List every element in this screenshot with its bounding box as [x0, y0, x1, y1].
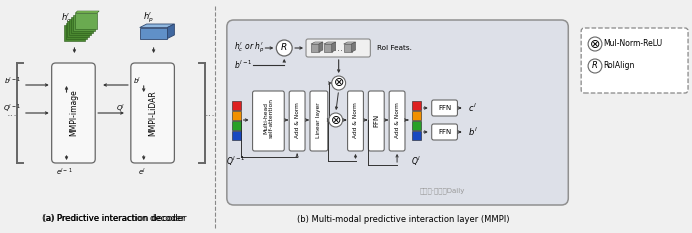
Text: $Q^{l-1}$: $Q^{l-1}$	[3, 103, 21, 115]
Text: $\otimes$: $\otimes$	[330, 113, 341, 127]
Polygon shape	[311, 42, 323, 44]
Text: ...: ...	[334, 43, 343, 53]
FancyBboxPatch shape	[306, 39, 370, 57]
Text: $Q^l$: $Q^l$	[411, 154, 421, 168]
Polygon shape	[66, 23, 87, 39]
FancyBboxPatch shape	[289, 91, 305, 151]
FancyBboxPatch shape	[227, 20, 568, 205]
Bar	[412, 100, 421, 110]
Text: $Q^l$: $Q^l$	[116, 103, 125, 115]
FancyBboxPatch shape	[52, 63, 95, 163]
Text: $h_c'$: $h_c'$	[62, 11, 72, 25]
Text: 众众号·自动驾Daily: 众众号·自动驾Daily	[420, 188, 465, 194]
Text: RoI Feats.: RoI Feats.	[377, 45, 412, 51]
Text: $b^l$: $b^l$	[468, 126, 478, 138]
Bar	[412, 110, 421, 120]
Text: $b^{l-1}$: $b^{l-1}$	[234, 59, 252, 71]
Text: FFN: FFN	[438, 105, 451, 111]
Bar	[412, 130, 421, 140]
Text: (a) Predictive interaction decoder: (a) Predictive interaction decoder	[44, 215, 185, 223]
Circle shape	[331, 76, 345, 90]
FancyBboxPatch shape	[310, 91, 328, 151]
Text: ...: ...	[7, 108, 17, 118]
Text: $c^l$: $c^l$	[468, 102, 477, 114]
Circle shape	[588, 37, 602, 51]
Text: R: R	[281, 44, 287, 52]
Polygon shape	[167, 24, 174, 38]
Text: ...: ...	[205, 108, 215, 118]
FancyBboxPatch shape	[389, 91, 405, 151]
FancyBboxPatch shape	[368, 91, 384, 151]
Polygon shape	[73, 15, 95, 31]
Polygon shape	[352, 42, 356, 52]
Text: Add & Norm: Add & Norm	[295, 102, 300, 138]
FancyBboxPatch shape	[432, 100, 457, 116]
Text: $h_p'$: $h_p'$	[143, 11, 154, 25]
Text: (a) Predictive interaction decoder: (a) Predictive interaction decoder	[42, 215, 186, 223]
Text: $e^l$: $e^l$	[138, 167, 146, 178]
Text: Linear layer: Linear layer	[316, 102, 321, 138]
Polygon shape	[68, 21, 89, 37]
Circle shape	[588, 59, 602, 73]
Text: FFN: FFN	[373, 113, 379, 127]
Text: R: R	[592, 62, 598, 71]
Text: $b^l$: $b^l$	[133, 75, 141, 87]
Text: FFN: FFN	[438, 129, 451, 135]
Polygon shape	[344, 42, 356, 44]
Text: $b^{l-1}$: $b^{l-1}$	[4, 75, 21, 87]
Bar	[412, 120, 421, 130]
Text: $\otimes$: $\otimes$	[333, 76, 345, 89]
Text: RoIAlign: RoIAlign	[603, 62, 635, 71]
Polygon shape	[324, 44, 331, 52]
Polygon shape	[140, 24, 174, 27]
Text: MMPI-LiDAR: MMPI-LiDAR	[148, 90, 157, 136]
FancyBboxPatch shape	[253, 91, 284, 151]
FancyBboxPatch shape	[131, 63, 174, 163]
Text: $h_c'$ or $h_p'$: $h_c'$ or $h_p'$	[234, 41, 264, 55]
Polygon shape	[331, 42, 336, 52]
Text: Multi-head
self-attention: Multi-head self-attention	[263, 98, 274, 138]
Circle shape	[329, 113, 343, 127]
Bar	[232, 100, 241, 110]
Circle shape	[276, 40, 292, 56]
FancyBboxPatch shape	[581, 28, 688, 93]
Polygon shape	[69, 19, 91, 35]
Bar	[232, 110, 241, 120]
Polygon shape	[140, 27, 167, 38]
Text: Add & Norm: Add & Norm	[353, 102, 358, 138]
Polygon shape	[344, 44, 352, 52]
Polygon shape	[319, 42, 323, 52]
Polygon shape	[311, 44, 319, 52]
FancyBboxPatch shape	[432, 124, 457, 140]
FancyBboxPatch shape	[347, 91, 363, 151]
Text: Add & Norm: Add & Norm	[394, 102, 399, 138]
Text: Mul-Norm-ReLU: Mul-Norm-ReLU	[603, 40, 662, 48]
Polygon shape	[324, 42, 336, 44]
Bar	[232, 130, 241, 140]
Polygon shape	[64, 25, 85, 41]
Polygon shape	[75, 11, 99, 13]
Text: $\otimes$: $\otimes$	[590, 38, 601, 51]
Polygon shape	[75, 13, 97, 29]
Text: (b) Multi-modal predictive interaction layer (MMPI): (b) Multi-modal predictive interaction l…	[297, 215, 509, 223]
Polygon shape	[71, 17, 93, 33]
Bar	[232, 120, 241, 130]
Text: $Q^{l-1}$: $Q^{l-1}$	[226, 154, 246, 168]
Text: $e^{l-1}$: $e^{l-1}$	[56, 167, 73, 178]
Text: MMPI-image: MMPI-image	[69, 90, 78, 136]
